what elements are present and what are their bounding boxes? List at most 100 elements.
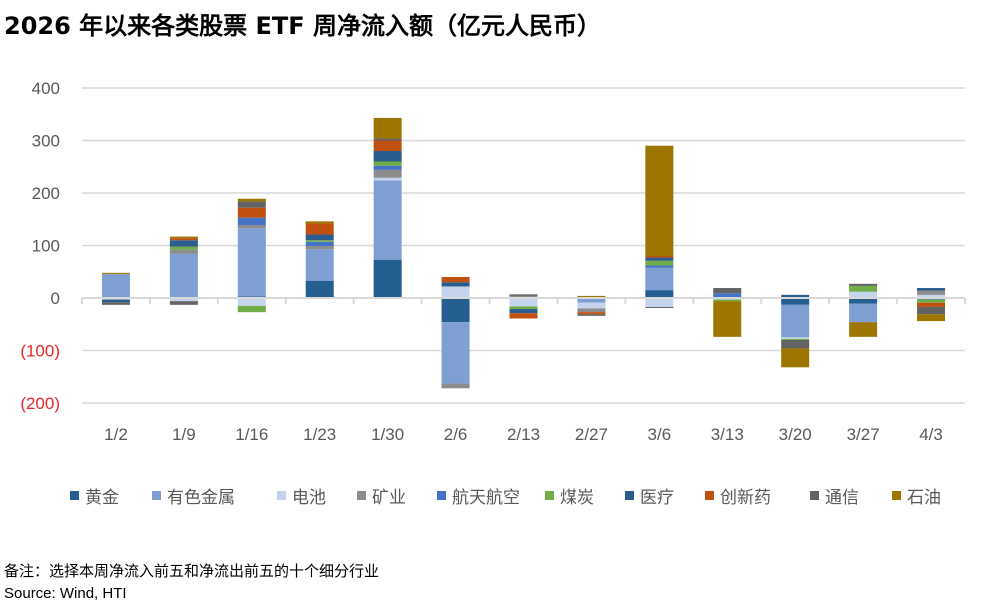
bar-segment	[781, 338, 810, 340]
bar-segment	[237, 198, 266, 202]
legend-swatch	[277, 491, 286, 500]
legend-swatch	[810, 491, 819, 500]
bar-segment	[169, 298, 198, 302]
x-tick-label: 1/23	[303, 425, 336, 444]
bar-segment	[849, 303, 878, 323]
bar-segment	[169, 240, 198, 247]
bar-segment	[237, 225, 266, 229]
chart-title: 2026 年以来各类股票 ETF 周净流入额（亿元人民币）	[4, 12, 602, 40]
legend-swatch	[437, 491, 446, 500]
bar-segment	[169, 238, 198, 241]
bar-segment	[305, 241, 334, 247]
bar-segment	[849, 291, 878, 298]
bar-segment	[645, 145, 674, 256]
bar-segment	[917, 294, 946, 298]
bar-segment	[713, 301, 742, 337]
legend-swatch	[625, 491, 634, 500]
bar-segment	[509, 306, 538, 310]
bar-segment	[441, 282, 470, 287]
legend-label: 医疗	[640, 488, 674, 508]
stacked-bar-chart: 400 300 200 100 0 (100) (200) 1/2 1/9 1/16 1/23 1/3…	[20, 79, 966, 508]
bar-segment	[101, 272, 130, 274]
x-tick-label: 2/13	[507, 425, 540, 444]
bar-segment	[237, 201, 266, 208]
bar-segment	[917, 299, 946, 303]
bar-segment	[101, 273, 130, 275]
bar-segment	[781, 348, 810, 368]
legend-item: 有色金属	[152, 488, 235, 508]
bar-segment	[781, 337, 810, 339]
bar-segment	[577, 308, 606, 313]
bar-segment	[849, 322, 878, 337]
bar-segment	[645, 257, 674, 261]
bar-segment	[373, 117, 402, 139]
bar-segment	[781, 340, 810, 349]
x-tick-label: 1/30	[371, 425, 404, 444]
bar-segment	[441, 298, 470, 323]
x-tick-label: 3/27	[847, 425, 880, 444]
bar-segment	[509, 294, 538, 296]
bar-segment	[917, 290, 946, 295]
bar-segment	[577, 298, 606, 303]
bar-segment	[917, 302, 946, 307]
bar-segment	[373, 169, 402, 178]
bar-segment	[373, 161, 402, 166]
bar-segment	[781, 298, 810, 305]
legend-label: 矿业	[372, 488, 406, 508]
y-tick-label: 0	[51, 289, 60, 308]
bar-segment	[101, 274, 130, 298]
legend-item: 石油	[892, 488, 941, 508]
legend-label: 通信	[825, 488, 859, 508]
x-tick-label: 2/6	[444, 425, 468, 444]
bar-segment	[713, 299, 742, 302]
y-tick-label: 100	[32, 237, 60, 256]
legend-label: 航天航空	[452, 488, 520, 508]
y-tick-label: (200)	[20, 394, 60, 413]
bar-segment	[577, 314, 606, 316]
bar-segment	[305, 280, 334, 298]
bar-segment	[373, 180, 402, 260]
legend-label: 创新药	[720, 488, 771, 508]
bar-segment	[373, 151, 402, 162]
bar-segment	[577, 302, 606, 309]
bar-segment	[645, 298, 674, 307]
x-tick-label: 3/6	[648, 425, 672, 444]
bar-segment	[373, 259, 402, 298]
x-tick-label: 1/16	[235, 425, 268, 444]
legend-swatch	[152, 491, 161, 500]
bar-segment	[577, 312, 606, 315]
legend-item: 医疗	[625, 488, 674, 508]
bar-segment	[645, 306, 674, 308]
bar-segment	[305, 246, 334, 250]
legend-label: 有色金属	[167, 488, 235, 508]
legend-item: 煤炭	[545, 488, 594, 508]
legend-item: 航天航空	[437, 488, 520, 508]
bar-segment	[781, 294, 810, 298]
bar-segment	[101, 302, 130, 305]
bar-segment	[169, 246, 198, 250]
legend-item: 电池	[277, 488, 326, 508]
legend-item: 通信	[810, 488, 859, 508]
legend-label: 煤炭	[560, 488, 594, 508]
y-tick-label: 200	[32, 184, 60, 203]
bar-segment	[917, 288, 946, 291]
legend-swatch	[892, 491, 901, 500]
bar-segment	[441, 277, 470, 283]
bar-segment	[237, 228, 266, 297]
x-tick-label: 3/20	[779, 425, 812, 444]
bar-segment	[237, 217, 266, 226]
bar-segment	[305, 221, 334, 224]
bar-segment	[373, 177, 402, 181]
bar-segment	[509, 313, 538, 319]
bar-segment	[713, 288, 742, 294]
legend-swatch	[70, 491, 79, 500]
bar-segment	[169, 253, 198, 298]
y-tick-label: (100)	[20, 342, 60, 361]
bar-segment	[305, 223, 334, 235]
bar-segment	[645, 265, 674, 268]
bar-segment	[781, 304, 810, 338]
bar-segment	[373, 140, 402, 151]
legend-swatch	[545, 491, 554, 500]
bar-segment	[849, 298, 878, 304]
bar-segment	[917, 314, 946, 322]
